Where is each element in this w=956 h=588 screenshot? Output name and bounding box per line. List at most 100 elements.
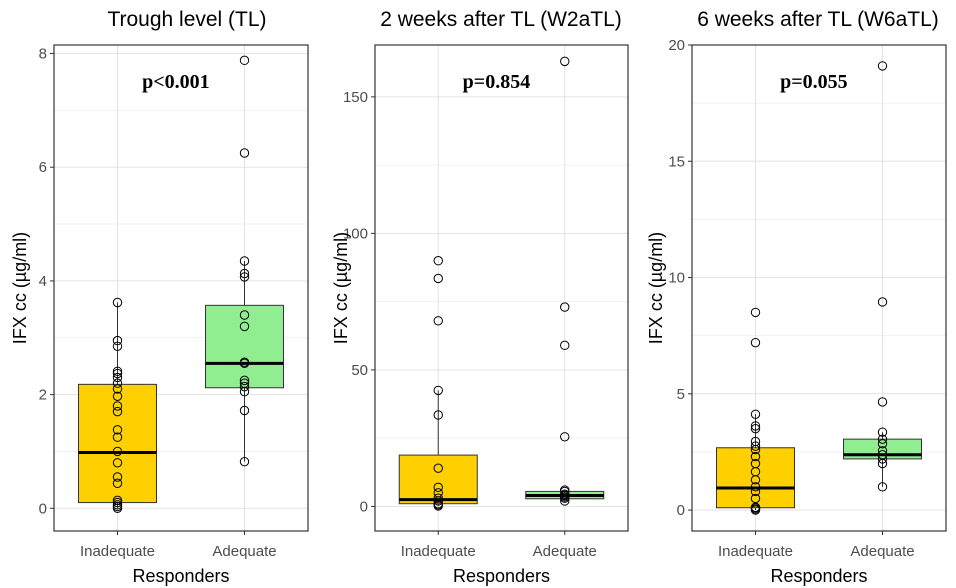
data-point — [239, 310, 250, 320]
y-tick-label: 8 — [39, 46, 47, 63]
data-point — [433, 273, 443, 284]
data-point — [560, 340, 570, 351]
data-point — [112, 406, 123, 417]
data-point — [112, 458, 123, 468]
box-body — [716, 447, 795, 509]
data-point — [560, 489, 570, 499]
chart-title: 2 weeks after TL (W2aTL) — [380, 8, 622, 31]
data-point — [750, 482, 761, 492]
box-adequate — [843, 61, 922, 492]
data-point — [112, 500, 123, 510]
data-point — [239, 375, 250, 386]
data-point — [433, 482, 443, 493]
data-point — [750, 458, 761, 469]
chart-panel-3: 0 5 10 15 20 Inadequate Adequate 6 weeks after … — [646, 8, 947, 586]
data-point — [239, 321, 250, 332]
box-inadequate — [398, 255, 478, 511]
panel-border — [691, 44, 947, 532]
data-point — [750, 409, 761, 419]
data-point — [750, 436, 761, 447]
data-point — [239, 55, 250, 66]
x-axis-label: Responders — [132, 566, 229, 586]
y-tick-label: 4 — [39, 273, 47, 290]
data-point — [433, 410, 443, 420]
data-point — [112, 432, 123, 442]
data-point — [112, 497, 123, 508]
data-point — [433, 488, 443, 498]
data-point — [750, 423, 761, 434]
x-axis-label: Responders — [770, 566, 867, 586]
data-point — [239, 378, 250, 388]
data-point — [877, 297, 888, 307]
data-point — [239, 381, 250, 392]
data-point — [112, 335, 123, 346]
data-point — [877, 446, 888, 456]
y-tick-label: 150 — [343, 89, 368, 106]
data-point — [112, 384, 123, 394]
y-axis-label: IFX cc (µg/ml) — [331, 232, 351, 344]
data-point — [112, 472, 123, 482]
data-point — [112, 495, 123, 506]
data-point — [112, 368, 123, 379]
data-point — [112, 341, 123, 351]
y-tick-label: 5 — [677, 386, 685, 403]
data-point — [877, 61, 888, 71]
data-point — [433, 463, 443, 473]
data-point — [750, 307, 761, 318]
data-point — [112, 366, 123, 376]
p-value-annotation: p<0.001 — [142, 71, 210, 93]
x-tick-label: Inadequate — [401, 543, 476, 560]
data-point — [239, 256, 250, 266]
data-point — [112, 372, 123, 383]
data-point — [877, 434, 888, 444]
data-point — [433, 493, 443, 503]
y-tick-label: 0 — [360, 498, 368, 515]
data-point — [750, 337, 761, 348]
data-point — [560, 56, 570, 67]
data-point — [112, 391, 123, 401]
data-point — [750, 493, 761, 504]
data-point — [750, 486, 761, 497]
data-point — [112, 401, 123, 411]
data-point — [239, 272, 250, 282]
data-point — [112, 478, 123, 488]
chart-title: 6 weeks after TL (W6aTL) — [697, 8, 939, 31]
panel-border — [53, 44, 309, 532]
x-axis-label: Responders — [453, 566, 550, 586]
box-body — [205, 304, 284, 389]
box-adequate — [525, 56, 605, 506]
data-point — [560, 485, 570, 495]
data-point — [560, 496, 570, 506]
data-point — [239, 405, 250, 416]
data-point — [877, 439, 888, 449]
data-point — [433, 385, 443, 396]
data-point — [750, 441, 761, 451]
data-point — [877, 427, 888, 437]
x-tick-label: Inadequate — [80, 543, 155, 560]
box-inadequate — [78, 297, 157, 513]
y-tick-label: 15 — [668, 153, 685, 170]
data-point — [433, 498, 443, 509]
data-point — [112, 378, 123, 388]
data-point — [433, 316, 443, 326]
y-tick-label: 0 — [677, 502, 685, 519]
data-point — [239, 456, 250, 467]
box-inadequate — [716, 307, 795, 515]
y-tick-label: 0 — [39, 500, 47, 517]
box-body — [78, 383, 157, 504]
y-axis-label: IFX cc (µg/ml) — [646, 232, 666, 344]
y-tick-label: 100 — [343, 225, 368, 242]
box-body — [398, 454, 478, 505]
data-point — [877, 482, 888, 492]
y-tick-label: 6 — [39, 159, 47, 176]
x-tick-label: Adequate — [533, 543, 597, 560]
data-point — [560, 432, 570, 442]
x-tick-label: Adequate — [850, 543, 914, 560]
y-axis-label: IFX cc (µg/ml) — [10, 232, 30, 344]
panel-border — [374, 44, 629, 532]
p-value-annotation: p=0.854 — [463, 71, 531, 93]
chart-panel-1: 0 2 4 6 8 Inadequate Adequate Trough level (TL)… — [10, 8, 309, 586]
data-point — [560, 302, 570, 312]
x-tick-label: Adequate — [212, 543, 276, 560]
